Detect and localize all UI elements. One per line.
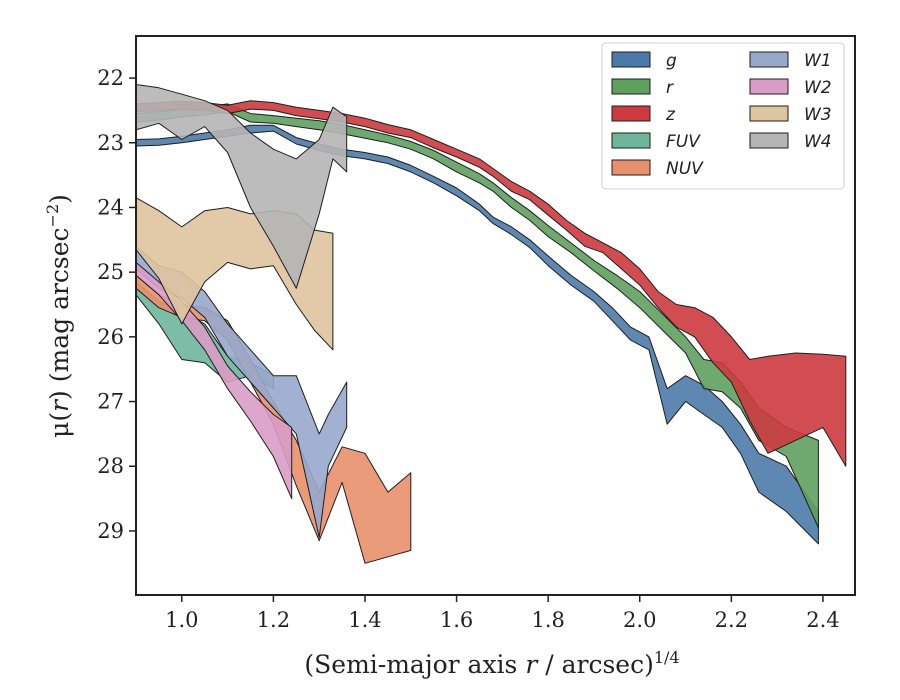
x-tick-label: 1.4 <box>348 608 381 632</box>
y-ticks: 22 23 24 25 26 27 28 29 <box>97 66 136 543</box>
x-tick-label: 1.8 <box>531 608 564 632</box>
legend-label: NUV <box>666 159 704 179</box>
legend-item-nuv: NUV <box>611 159 704 179</box>
legend-label: FUV <box>666 132 701 152</box>
legend-item-g: g <box>611 51 677 71</box>
y-axis-label-mu: μ( <box>45 412 74 438</box>
x-tick-label: 2.4 <box>806 608 839 632</box>
x-tick-label: 1.0 <box>165 608 198 632</box>
y-axis-label-end: ) <box>45 194 74 204</box>
legend-label: W3 <box>804 105 832 125</box>
y-axis-label: μ(r) (mag arcsec−2) <box>43 194 74 438</box>
legend-swatch <box>749 51 789 68</box>
legend-swatch <box>749 78 789 95</box>
plot-frame <box>135 35 856 596</box>
x-axis-label-var: r <box>525 650 539 679</box>
x-axis-label: (Semi-major axis r / arcsec)1/4 <box>304 648 679 679</box>
legend-item-w2: W2 <box>749 78 832 98</box>
x-axis-label-pre: (Semi-major axis <box>304 650 525 679</box>
y-axis-label-var: r <box>45 398 74 412</box>
legend-item-r: r <box>611 78 674 98</box>
y-axis-label-mid: ) (mag arcsec <box>45 227 74 400</box>
legend: grz FUV NUV W1 W2 W3 W4 <box>601 42 845 190</box>
legend-label: W4 <box>804 132 832 152</box>
x-ticks: 1.0 1.2 1.4 1.6 1.8 2.0 2.2 2.4 <box>165 595 840 632</box>
band-z <box>136 100 847 467</box>
y-tick-label: 28 <box>97 454 124 478</box>
y-tick-label: 29 <box>97 519 124 543</box>
legend-swatch <box>611 132 651 149</box>
band-w4 <box>136 84 348 289</box>
band-g <box>136 124 819 545</box>
x-tick-label: 2.2 <box>715 608 748 632</box>
x-tick-label: 2.0 <box>623 608 656 632</box>
legend-item-w3: W3 <box>749 105 832 125</box>
y-tick-label: 23 <box>97 131 124 155</box>
legend-swatch <box>611 159 651 176</box>
legend-item-fuv: FUV <box>611 132 701 152</box>
y-tick-label: 25 <box>97 260 124 284</box>
legend-swatch <box>749 132 789 149</box>
x-axis-label-sup: 1/4 <box>654 648 680 667</box>
x-tick-label: 1.6 <box>440 608 473 632</box>
bands-layer <box>136 84 847 564</box>
legend-item-w4: W4 <box>749 132 832 152</box>
legend-swatch <box>749 105 789 122</box>
legend-item-z: z <box>611 105 676 125</box>
y-tick-label: 27 <box>97 390 124 414</box>
y-tick-label: 22 <box>97 66 124 90</box>
band-r <box>136 103 819 529</box>
legend-label: W1 <box>804 51 832 71</box>
band-w2 <box>136 261 293 500</box>
legend-label: g <box>666 51 677 71</box>
legend-swatch <box>611 51 651 68</box>
legend-label: r <box>666 78 674 98</box>
legend-swatch <box>611 105 651 122</box>
x-tick-label: 1.2 <box>257 608 290 632</box>
y-tick-label: 24 <box>97 195 124 219</box>
legend-label: W2 <box>804 78 832 98</box>
legend-label: z <box>665 105 676 125</box>
legend-swatch <box>611 78 651 95</box>
legend-item-w1: W1 <box>749 51 832 71</box>
y-tick-label: 26 <box>97 325 124 349</box>
y-axis-label-sup: −2 <box>43 204 62 228</box>
x-axis-label-post: / arcsec) <box>537 650 654 679</box>
